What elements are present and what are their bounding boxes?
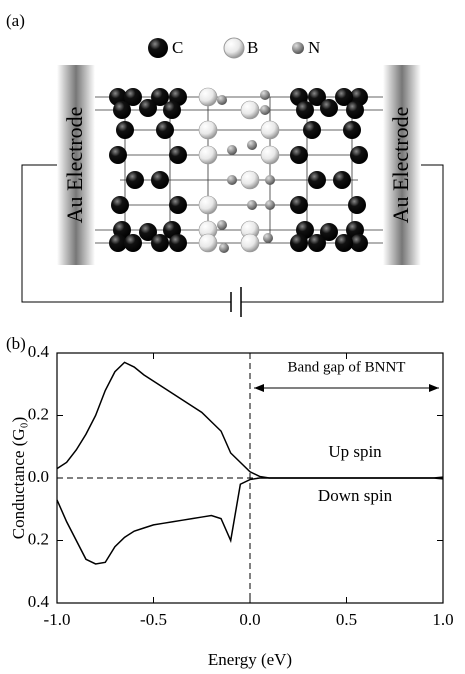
x-tick-label: -0.5	[140, 610, 167, 629]
panel-label: (b)	[6, 334, 26, 353]
figure: (a) C B N	[0, 0, 465, 674]
y-tick-label: 0.4	[28, 342, 50, 361]
legend-label: C	[172, 38, 183, 57]
annotation: Band gap of BNNT	[288, 359, 406, 375]
series-label: Down spin	[318, 486, 393, 505]
legend-label: B	[247, 38, 258, 57]
legend-symbol	[224, 38, 244, 58]
atoms	[109, 88, 368, 253]
y-axis-label: Conductance (G₀)	[9, 417, 28, 540]
series-line	[57, 362, 443, 478]
y-tick-label: 0.0	[28, 467, 49, 486]
y-tick-label: 0.2	[28, 404, 49, 423]
legend-label: N	[308, 38, 320, 57]
electrode-label: Au Electrode	[388, 107, 413, 224]
y-tick-label: 0.4	[28, 592, 50, 611]
bonds	[95, 97, 383, 243]
legend-symbol	[292, 42, 304, 54]
series-label: Up spin	[328, 442, 382, 461]
y-tick-label: 0.2	[28, 529, 49, 548]
panel-label: (a)	[6, 11, 25, 30]
x-tick-label: 0.5	[336, 610, 357, 629]
x-tick-label: 1.0	[432, 610, 453, 629]
panel-a: (a) C B N	[6, 11, 443, 317]
x-tick-label: 0.0	[239, 610, 260, 629]
x-tick-label: -1.0	[44, 610, 71, 629]
x-axis-label: Energy (eV)	[208, 650, 292, 669]
panel-b: (b) Energy (eV) Conductance (G₀) -1.0 -0.…	[6, 334, 454, 669]
legend: C B N	[148, 38, 320, 58]
page: (a) C B N	[0, 0, 465, 674]
electrode-label: Au Electrode	[62, 107, 87, 224]
legend-symbol	[148, 38, 168, 58]
